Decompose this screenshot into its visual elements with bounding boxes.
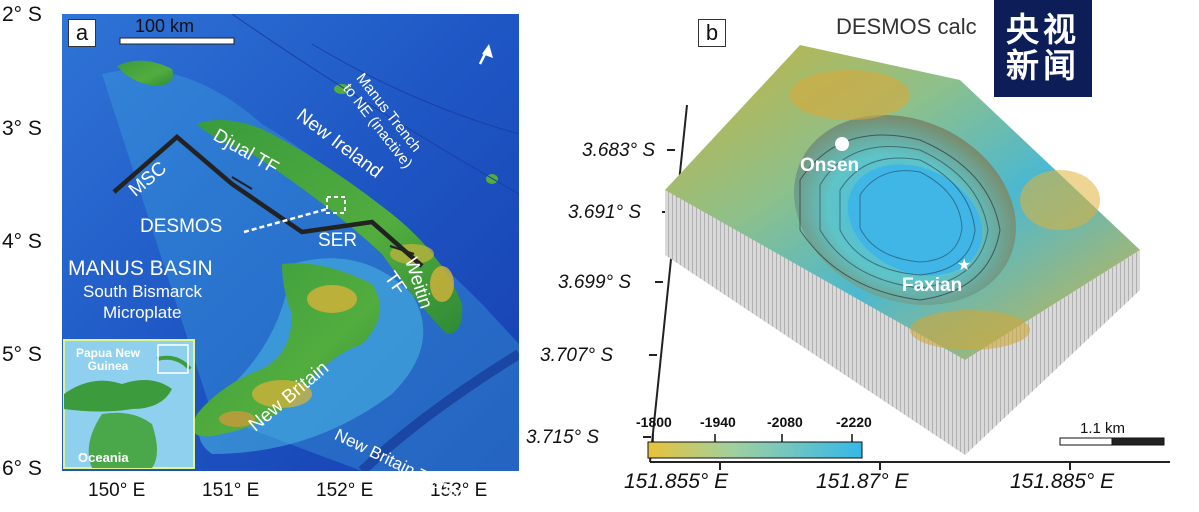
colorbar-tick-1800: -1800 [636,414,672,430]
colorbar-tick-1940: -1940 [700,414,736,430]
lon-label-150e: 150° E [88,480,146,501]
lon-label-151e: 151° E [202,480,260,501]
label-south-bismarck: South Bismarck [83,282,203,301]
label-ser: SER [318,230,358,251]
cctv-news-logo: 央视 新闻 [994,0,1092,97]
colorbar-tick-2080: -2080 [767,414,803,430]
lon-label-152e: 152° E [316,480,374,501]
lon-label-151855: 151.855° E [624,470,729,493]
panel-b: b DESMOS calc [520,0,1199,512]
lon-label-15187: 151.87° E [816,470,909,493]
lat-label-3683: 3.683° S [582,140,656,161]
panel-letter-a: a [68,19,96,47]
panel-a: 2° S 3° S 4° S 5° S 6° S [0,0,520,512]
logo-line-2: 新闻 [1006,47,1080,84]
bathymetry-map [62,14,519,471]
site-label-faxian: Faxian [902,275,963,296]
label-desmos: DESMOS [140,216,223,237]
label-manus-basin: MANUS BASIN [68,257,213,280]
scale-bar-label-b: 1.1 km [1080,420,1126,437]
inset-label-oceania: Oceania [78,450,129,465]
site-label-onsen: Onsen [800,155,860,176]
label-microplate: Microplate [103,303,182,322]
scale-bar-label: 100 km [135,16,195,36]
panel-b-title: DESMOS calc [836,14,977,39]
caldera-3d-map: ★ [643,45,1170,470]
lat-label-3699: 3.699° S [558,272,632,293]
colorbar-tick-2220: -2220 [836,414,872,430]
svg-text:★: ★ [957,255,971,274]
lat-label-6s: 6° S [2,457,42,480]
lat-label-3691: 3.691° S [568,202,642,223]
lat-label-2s: 2° S [2,3,42,26]
lat-label-3715: 3.715° S [526,427,600,448]
lat-label-4s: 4° S [2,230,42,253]
lat-label-3s: 3° S [2,117,42,140]
inset-label-png: Papua New Guinea [75,346,141,373]
lon-label-153e: 153° E [430,480,488,501]
lon-label-151885: 151.885° E [1010,470,1115,493]
lat-label-5s: 5° S [2,343,42,366]
lat-label-3707: 3.707° S [540,345,614,366]
logo-line-1: 央视 [1006,11,1080,48]
panel-letter-b: b [698,19,726,47]
